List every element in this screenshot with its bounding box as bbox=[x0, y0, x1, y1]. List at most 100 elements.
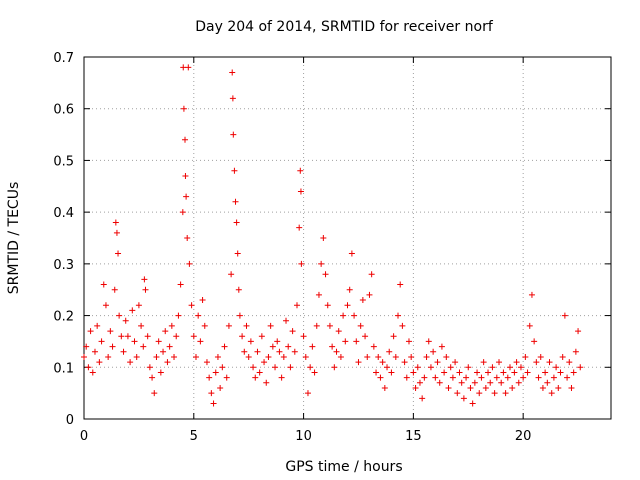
data-point bbox=[149, 374, 156, 381]
data-point bbox=[561, 312, 568, 319]
data-point bbox=[131, 338, 138, 345]
data-point bbox=[250, 364, 257, 371]
data-point bbox=[471, 379, 478, 386]
data-point bbox=[575, 328, 582, 335]
data-point bbox=[331, 364, 338, 371]
data-point bbox=[87, 328, 94, 335]
data-point bbox=[171, 353, 178, 360]
data-point bbox=[570, 369, 577, 376]
data-point bbox=[342, 338, 349, 345]
data-point bbox=[362, 333, 369, 340]
y-tick-label: 0 bbox=[66, 413, 74, 428]
data-point bbox=[482, 384, 489, 391]
data-point bbox=[212, 369, 219, 376]
data-point bbox=[463, 374, 470, 381]
data-point bbox=[370, 343, 377, 350]
data-point bbox=[368, 271, 375, 278]
data-point bbox=[280, 353, 287, 360]
data-point bbox=[274, 338, 281, 345]
data-point bbox=[180, 64, 187, 71]
data-point bbox=[81, 353, 87, 360]
data-point bbox=[278, 374, 285, 381]
data-point bbox=[153, 353, 160, 360]
data-point bbox=[229, 69, 236, 76]
data-point bbox=[214, 353, 221, 360]
data-point bbox=[173, 333, 180, 340]
data-point bbox=[449, 374, 456, 381]
data-point bbox=[474, 369, 481, 376]
data-point bbox=[182, 136, 189, 143]
data-point bbox=[559, 353, 566, 360]
data-point bbox=[496, 359, 503, 366]
data-point bbox=[478, 374, 485, 381]
data-point bbox=[236, 312, 243, 319]
data-point bbox=[258, 333, 265, 340]
data-point bbox=[438, 343, 445, 350]
data-point bbox=[546, 359, 553, 366]
data-point bbox=[118, 333, 125, 340]
data-point bbox=[185, 64, 192, 71]
data-point bbox=[188, 302, 195, 309]
data-point bbox=[528, 291, 535, 298]
x-tick-label: 10 bbox=[295, 429, 312, 444]
data-point bbox=[335, 328, 342, 335]
data-point bbox=[199, 297, 206, 304]
data-point bbox=[456, 369, 463, 376]
y-axis-label: SRMTID / TECUs bbox=[6, 182, 22, 295]
data-point bbox=[399, 322, 406, 329]
data-point bbox=[384, 364, 391, 371]
x-tick-label: 5 bbox=[190, 429, 198, 444]
data-point bbox=[283, 317, 290, 324]
data-point bbox=[146, 364, 153, 371]
data-point bbox=[491, 390, 498, 397]
data-point bbox=[254, 348, 261, 355]
data-point bbox=[221, 343, 228, 350]
data-point bbox=[285, 343, 292, 350]
data-point bbox=[485, 369, 492, 376]
data-point bbox=[340, 312, 347, 319]
data-point bbox=[276, 348, 283, 355]
data-point bbox=[135, 302, 142, 309]
data-point bbox=[386, 348, 393, 355]
data-point bbox=[520, 374, 527, 381]
data-point bbox=[112, 219, 119, 226]
data-point bbox=[403, 374, 410, 381]
data-point bbox=[535, 374, 542, 381]
data-point bbox=[120, 348, 127, 355]
data-point bbox=[427, 364, 434, 371]
data-point bbox=[235, 286, 242, 293]
data-point bbox=[239, 333, 246, 340]
data-point bbox=[304, 390, 311, 397]
y-tick-label: 0.1 bbox=[53, 361, 74, 376]
data-point bbox=[300, 333, 307, 340]
data-point bbox=[96, 359, 103, 366]
data-point bbox=[333, 348, 340, 355]
data-point bbox=[557, 369, 564, 376]
data-point bbox=[263, 379, 270, 386]
data-point bbox=[272, 364, 279, 371]
data-point bbox=[168, 322, 175, 329]
y-tick-label: 0.3 bbox=[53, 258, 74, 273]
data-point bbox=[111, 286, 118, 293]
data-point bbox=[526, 322, 533, 329]
data-point bbox=[162, 328, 169, 335]
data-point bbox=[392, 353, 399, 360]
data-point bbox=[452, 359, 459, 366]
data-point bbox=[364, 353, 371, 360]
data-point bbox=[432, 374, 439, 381]
data-point bbox=[100, 281, 107, 288]
data-point bbox=[175, 312, 182, 319]
data-point bbox=[436, 379, 443, 386]
data-point bbox=[537, 353, 544, 360]
data-point bbox=[297, 167, 304, 174]
data-point bbox=[230, 131, 237, 138]
data-point bbox=[553, 364, 560, 371]
data-point bbox=[324, 302, 331, 309]
data-point bbox=[416, 379, 423, 386]
data-point bbox=[267, 322, 274, 329]
data-point bbox=[454, 390, 461, 397]
data-point bbox=[219, 364, 226, 371]
data-point bbox=[326, 322, 333, 329]
x-axis-label: GPS time / hours bbox=[285, 459, 402, 475]
data-point bbox=[83, 343, 90, 350]
